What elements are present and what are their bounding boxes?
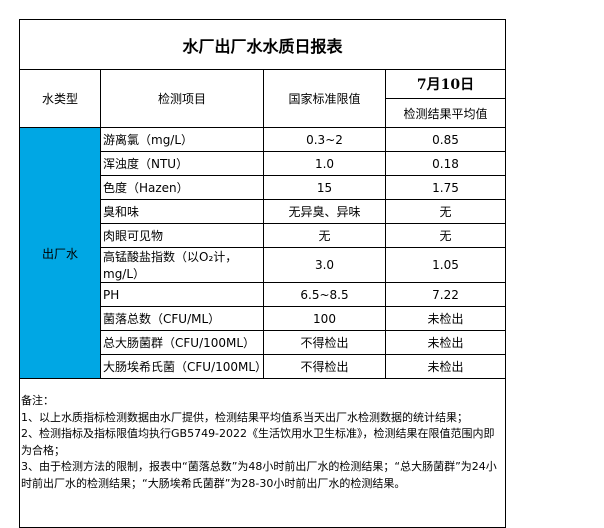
header-date: 7月10日 <box>384 69 507 99</box>
item-cell: 大肠埃希氏菌（CFU/100ML） <box>100 354 267 379</box>
table-row: 臭和味 无异臭、异味无 <box>20 199 507 224</box>
standard-cell: 100 <box>263 306 386 331</box>
standard-cell: 无 <box>263 223 386 248</box>
item-cell: 浑浊度（NTU） <box>100 151 264 176</box>
table-row: 高锰酸盐指数（以O₂计，mg/L） 3.0 1.05 <box>20 247 507 283</box>
result-cell: 1.75 <box>384 175 507 200</box>
item-cell: 总大肠菌群（CFU/100ML） <box>100 330 264 355</box>
standard-cell: 0.3~2 <box>263 127 386 152</box>
item-cell: 臭和味 <box>100 199 264 224</box>
note-1: 1、以上水质指标检测数据由水厂提供，检测结果平均值系当天出厂水检测数据的统计结果… <box>21 410 468 424</box>
item-cell: 高锰酸盐指数（以O₂计，mg/L） <box>100 247 264 283</box>
result-cell: 1.05 <box>384 247 507 283</box>
note-2: 2、检测指标及指标限值均执行GB5749-2022《生活饮用水卫生标准》，检测结… <box>21 427 495 457</box>
standard-cell: 无异臭、异味 <box>263 199 386 224</box>
table-row: 总大肠菌群（CFU/100ML） 不得检出 未检出 <box>20 330 507 355</box>
header-water-type: 水类型 <box>19 69 101 128</box>
result-cell: 0.85 <box>384 127 507 152</box>
table-row: 菌落总数（CFU/ML） 100 未检出 <box>20 306 507 331</box>
result-cell: 未检出 <box>384 330 507 355</box>
header-standard: 国家标准限值 <box>263 69 386 128</box>
result-cell: 7.22 <box>384 282 507 307</box>
result-cell: 无 <box>384 223 507 248</box>
table-row: 大肠埃希氏菌（CFU/100ML） 不得检出 未检出 <box>20 354 507 379</box>
water-type-cell: 出厂水 <box>19 127 101 379</box>
table-row: 肉眼可见物无无 <box>20 223 507 248</box>
item-cell: PH <box>100 282 264 307</box>
notes: 备注： 1、以上水质指标检测数据由水厂提供，检测结果平均值系当天出厂水检测数据的… <box>18 378 507 528</box>
item-cell: 游离氯（mg/L） <box>100 127 264 152</box>
result-cell: 未检出 <box>384 354 507 379</box>
standard-cell: 不得检出 <box>263 354 386 379</box>
table-row: 色度（Hazen） 15 1.75 <box>20 175 507 200</box>
note-3: 3、由于检测方法的限制，报表中“菌落总数”为48小时前出厂水的检测结果；“总大肠… <box>21 460 497 490</box>
item-cell: 菌落总数（CFU/ML） <box>100 306 264 331</box>
standard-cell: 6.5~8.5 <box>263 282 386 307</box>
table-row: 浑浊度（NTU） 1.0 0.18 <box>20 151 507 176</box>
item-cell: 肉眼可见物 <box>100 223 264 248</box>
header-item: 检测项目 <box>100 69 264 128</box>
result-cell: 未检出 <box>384 306 507 331</box>
standard-cell: 不得检出 <box>263 330 386 355</box>
report-title: 水厂出厂水水质日报表 <box>18 19 507 70</box>
standard-cell: 1.0 <box>263 151 386 176</box>
result-cell: 无 <box>384 199 507 224</box>
item-cell: 色度（Hazen） <box>100 175 264 200</box>
header-result: 检测结果平均值 <box>384 98 507 128</box>
notes-label: 备注： <box>21 394 54 407</box>
water-quality-report-table: 水厂出厂水水质日报表 水类型 检测项目 国家标准限值 7月10日 检测结果平均值… <box>18 19 507 528</box>
result-cell: 0.18 <box>384 151 507 176</box>
standard-cell: 15 <box>263 175 386 200</box>
standard-cell: 3.0 <box>263 247 386 283</box>
table-row: 出厂水 游离氯（mg/L） 0.3~2 0.85 <box>19 127 507 379</box>
